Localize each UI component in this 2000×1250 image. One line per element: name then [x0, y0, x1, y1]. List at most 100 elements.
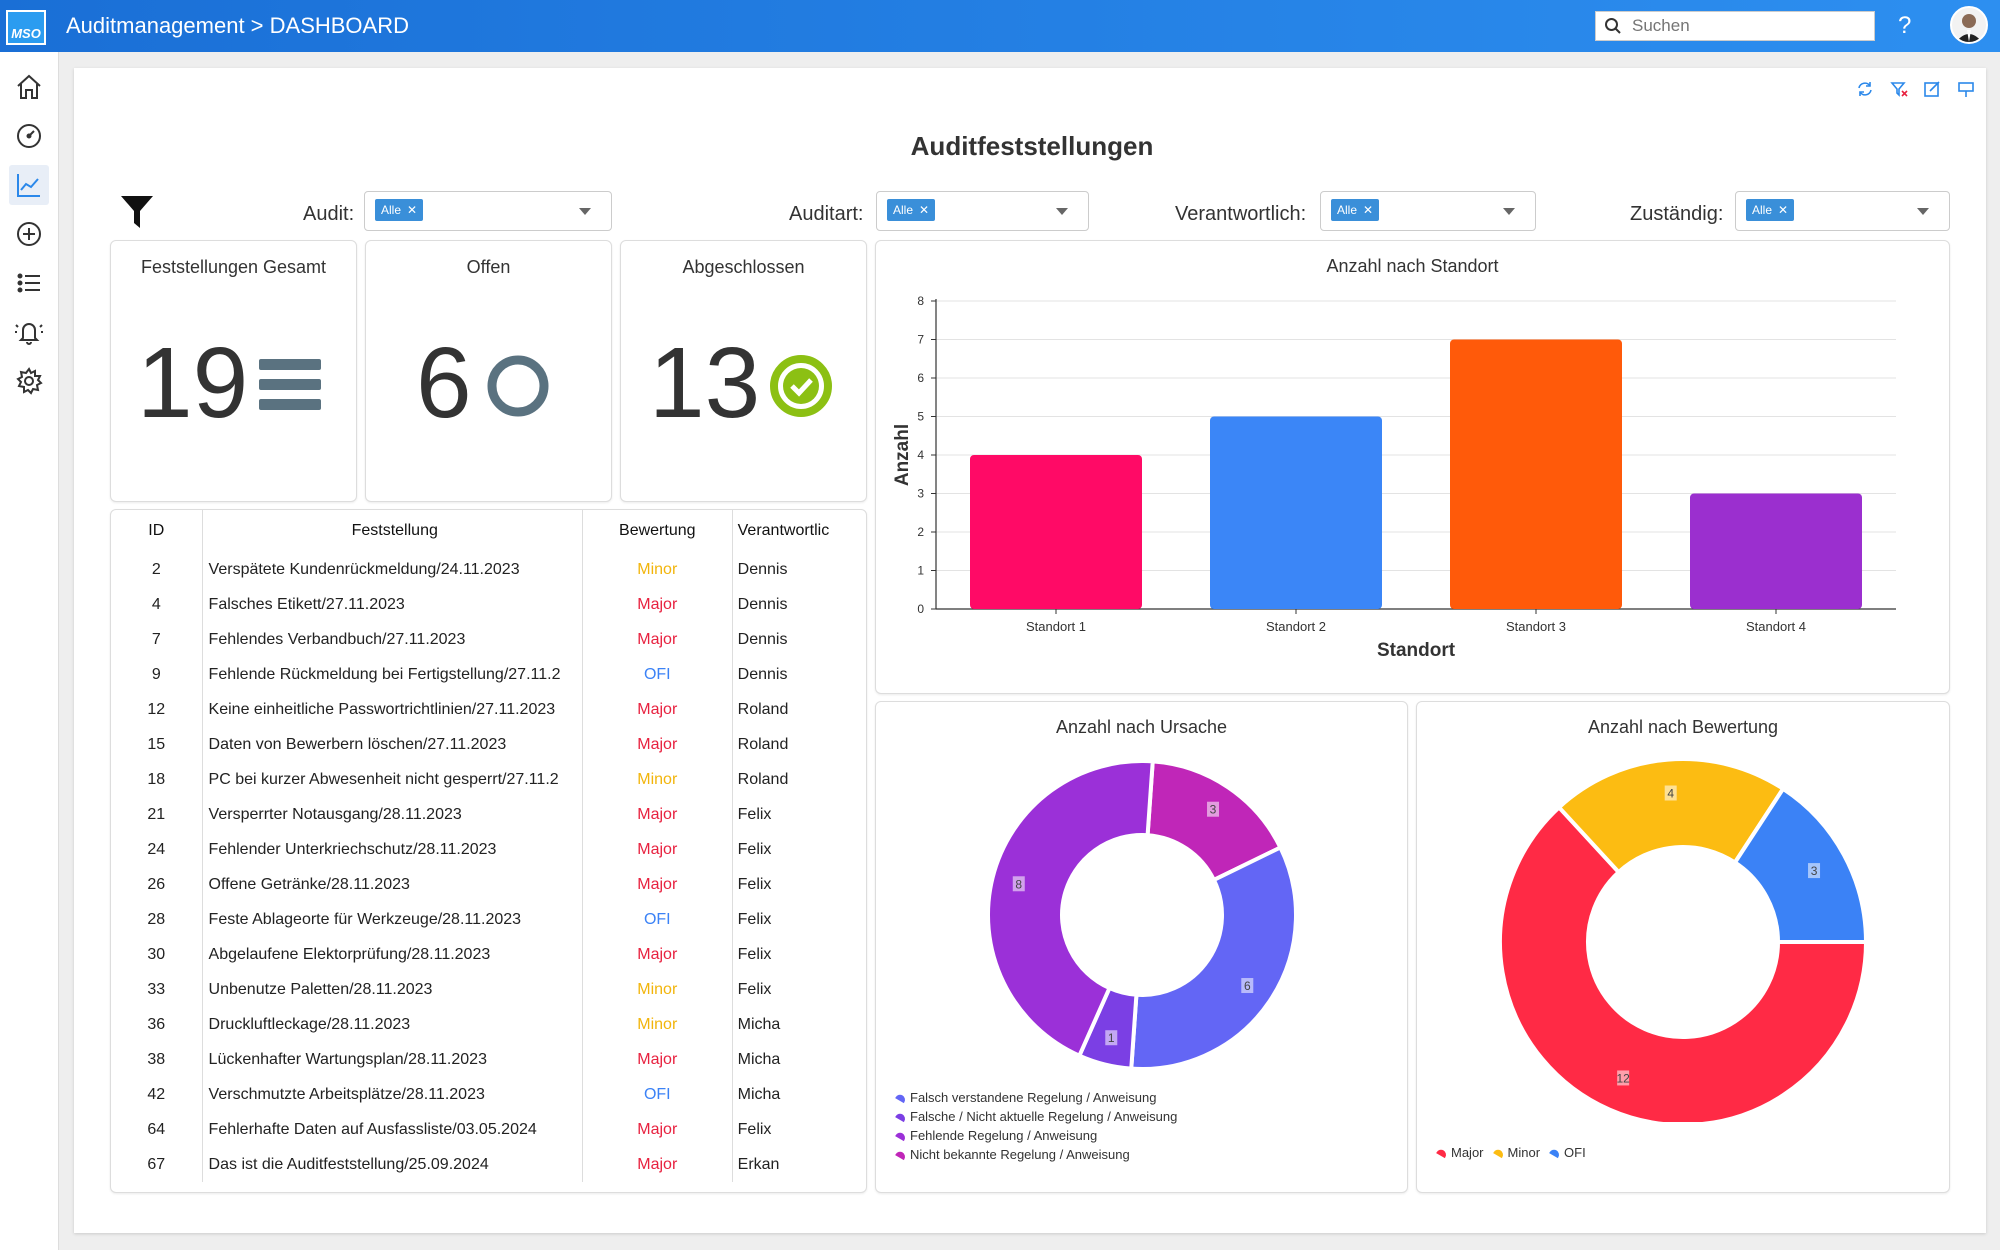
- column-header-bewertung[interactable]: Bewertung: [582, 510, 733, 552]
- clear-filter-icon[interactable]: [1890, 80, 1908, 98]
- table-row[interactable]: 33 Unbenutze Paletten/28.11.2023 Minor Feli…: [111, 972, 866, 1007]
- search-input[interactable]: [1630, 15, 1864, 37]
- avatar[interactable]: [1950, 6, 1988, 44]
- chevron-down-icon[interactable]: [1503, 208, 1515, 215]
- table-row[interactable]: 21 Versperrter Notausgang/28.11.2023 Major…: [111, 797, 866, 832]
- filter-select-zustaendig[interactable]: Alle ✕: [1735, 191, 1950, 231]
- legend-item[interactable]: Nicht bekannte Regelung / Anweisung: [895, 1145, 1177, 1164]
- bar-chart: 0 1 2 3 4 5 6 7 8 Standort 1 Standort 2 Standort 3 S…: [892, 294, 1896, 661]
- legend-item[interactable]: Falsche / Nicht aktuelle Regelung / Anwe…: [895, 1107, 1177, 1126]
- legend-item[interactable]: Fehlende Regelung / Anweisung: [895, 1126, 1177, 1145]
- chevron-down-icon[interactable]: [1917, 208, 1929, 215]
- filter-select-audit[interactable]: Alle ✕: [364, 191, 612, 231]
- bar-standort-2[interactable]: [1210, 416, 1382, 610]
- filter-chip-zustaendig[interactable]: Alle ✕: [1746, 199, 1795, 221]
- table-row[interactable]: 28 Feste Ablageorte für Werkzeuge/28.11.2…: [111, 902, 866, 937]
- donut-slice[interactable]: [986, 759, 1155, 1059]
- kpi-card-open[interactable]: Offen 6: [365, 240, 612, 502]
- cell-verantwortlich: Roland: [737, 735, 789, 753]
- cell-id: 42: [111, 1077, 203, 1112]
- kpi-card-total[interactable]: Feststellungen Gesamt 19: [110, 240, 357, 502]
- list-icon[interactable]: [9, 263, 49, 303]
- filter-select-auditart[interactable]: Alle ✕: [876, 191, 1089, 231]
- table-row[interactable]: 42 Verschmutzte Arbeitsplätze/28.11.2023 O…: [111, 1077, 866, 1112]
- bar-standort-4[interactable]: [1690, 493, 1862, 610]
- close-icon[interactable]: ✕: [919, 203, 930, 217]
- kpi-card-closed[interactable]: Abgeschlossen 13: [620, 240, 867, 502]
- svg-text:4: 4: [1667, 787, 1674, 801]
- table-row[interactable]: 4 Falsches Etikett/27.11.2023 Major Dennis: [111, 587, 866, 622]
- legend-item[interactable]: Major: [1436, 1143, 1484, 1162]
- legend-item[interactable]: Minor: [1492, 1143, 1540, 1162]
- y-tick-label: 3: [917, 487, 924, 501]
- table-row[interactable]: 9 Fehlende Rückmeldung bei Fertigstellung…: [111, 657, 866, 692]
- circle-open-icon: [487, 355, 549, 417]
- chevron-down-icon[interactable]: [1056, 208, 1068, 215]
- column-header-verantwortlich[interactable]: Verantwortlic: [737, 522, 830, 539]
- close-icon[interactable]: ✕: [407, 203, 418, 217]
- cell-feststellung: Fehlende Rückmeldung bei Fertigstellung/…: [202, 657, 583, 692]
- legend-label: Major: [1451, 1145, 1484, 1160]
- close-icon[interactable]: ✕: [1778, 203, 1789, 217]
- pin-icon[interactable]: [1957, 80, 1975, 98]
- donut-slice[interactable]: [1556, 757, 1786, 875]
- speedometer-icon[interactable]: [9, 116, 49, 156]
- filter-icon[interactable]: [120, 194, 154, 230]
- cell-verantwortlich: Felix: [737, 980, 772, 998]
- column-header-feststellung[interactable]: Feststellung: [202, 510, 583, 552]
- chart-title: Anzahl nach Standort: [1326, 256, 1499, 276]
- slice-value-label: 3: [1207, 801, 1220, 817]
- donut-slice[interactable]: [1129, 844, 1298, 1071]
- cell-bewertung: Major: [582, 692, 733, 727]
- filter-chip-audit[interactable]: Alle ✕: [375, 199, 424, 221]
- cell-verantwortlich: Micha: [737, 1085, 781, 1103]
- legend-item[interactable]: Falsch verstandene Regelung / Anweisung: [895, 1088, 1177, 1107]
- table-row[interactable]: 67 Das ist die Auditfeststellung/25.09.20…: [111, 1147, 866, 1182]
- table-row[interactable]: 26 Offene Getränke/28.11.2023 Major Felix: [111, 867, 866, 902]
- cell-verantwortlich: Felix: [737, 840, 772, 858]
- filter-chip-auditart[interactable]: Alle ✕: [887, 199, 936, 221]
- bell-icon[interactable]: [9, 312, 49, 352]
- chart-card-standort: Anzahl nach Standort 0 1 2 3 4 5 6 7 8 Standort 1…: [875, 240, 1950, 694]
- add-circle-icon[interactable]: [9, 214, 49, 254]
- table-row[interactable]: 64 Fehlerhafte Daten auf Ausfassliste/03.…: [111, 1112, 866, 1147]
- donut-slice[interactable]: [1498, 804, 1869, 1122]
- table-row[interactable]: 12 Keine einheitliche Passwortrichtlinien…: [111, 692, 866, 727]
- cell-feststellung: Versperrter Notausgang/28.11.2023: [202, 797, 583, 832]
- app-logo[interactable]: MSO: [6, 10, 46, 45]
- table-row[interactable]: 15 Daten von Bewerbern löschen/27.11.2023…: [111, 727, 866, 762]
- table-row[interactable]: 24 Fehlender Unterkriechschutz/28.11.2023…: [111, 832, 866, 867]
- edit-icon[interactable]: [1923, 80, 1941, 98]
- cell-bewertung: Minor: [582, 972, 733, 1007]
- refresh-icon[interactable]: [1856, 80, 1874, 98]
- bar-standort-3[interactable]: [1450, 339, 1622, 610]
- table-row[interactable]: 7 Fehlendes Verbandbuch/27.11.2023 Major De…: [111, 622, 866, 657]
- cell-id: 24: [111, 832, 203, 867]
- home-icon[interactable]: [9, 67, 49, 107]
- chart-line-icon[interactable]: [9, 165, 49, 205]
- cell-feststellung: Fehlendes Verbandbuch/27.11.2023: [202, 622, 583, 657]
- chart-card-bewertung: Anzahl nach Bewertung 12 4 3 Major Minor OFI: [1416, 701, 1950, 1193]
- table-row[interactable]: 2 Verspätete Kundenrückmeldung/24.11.2023…: [111, 552, 866, 587]
- table-row[interactable]: 30 Abgelaufene Elektorprüfung/28.11.2023 M…: [111, 937, 866, 972]
- filter-select-verantwortlich[interactable]: Alle ✕: [1320, 191, 1536, 231]
- search-box[interactable]: [1595, 11, 1875, 41]
- table-row[interactable]: 38 Lückenhafter Wartungsplan/28.11.2023 Ma…: [111, 1042, 866, 1077]
- donut-slice[interactable]: [1732, 786, 1869, 944]
- legend-item[interactable]: OFI: [1549, 1143, 1586, 1162]
- close-icon[interactable]: ✕: [1363, 203, 1374, 217]
- help-icon[interactable]: ?: [1898, 12, 1912, 39]
- column-header-id[interactable]: ID: [111, 510, 203, 552]
- dashboard-title: Auditfeststellungen: [910, 131, 1154, 161]
- chevron-down-icon[interactable]: [579, 208, 591, 215]
- cell-verantwortlich: Dennis: [737, 595, 788, 613]
- x-axis-title: Standort: [1377, 640, 1456, 661]
- filter-chip-verantwortlich[interactable]: Alle ✕: [1331, 199, 1380, 221]
- findings-table-card: ID Feststellung Bewertung Verantwortlic …: [110, 509, 867, 1193]
- bar-standort-1[interactable]: [970, 455, 1142, 609]
- legend-label: Nicht bekannte Regelung / Anweisung: [910, 1147, 1130, 1162]
- gear-icon[interactable]: [9, 361, 49, 401]
- table-row[interactable]: 18 PC bei kurzer Abwesenheit nicht gesper…: [111, 762, 866, 797]
- cell-feststellung: Offene Getränke/28.11.2023: [202, 867, 583, 902]
- table-row[interactable]: 36 Druckluftleckage/28.11.2023 Minor Micha: [111, 1007, 866, 1042]
